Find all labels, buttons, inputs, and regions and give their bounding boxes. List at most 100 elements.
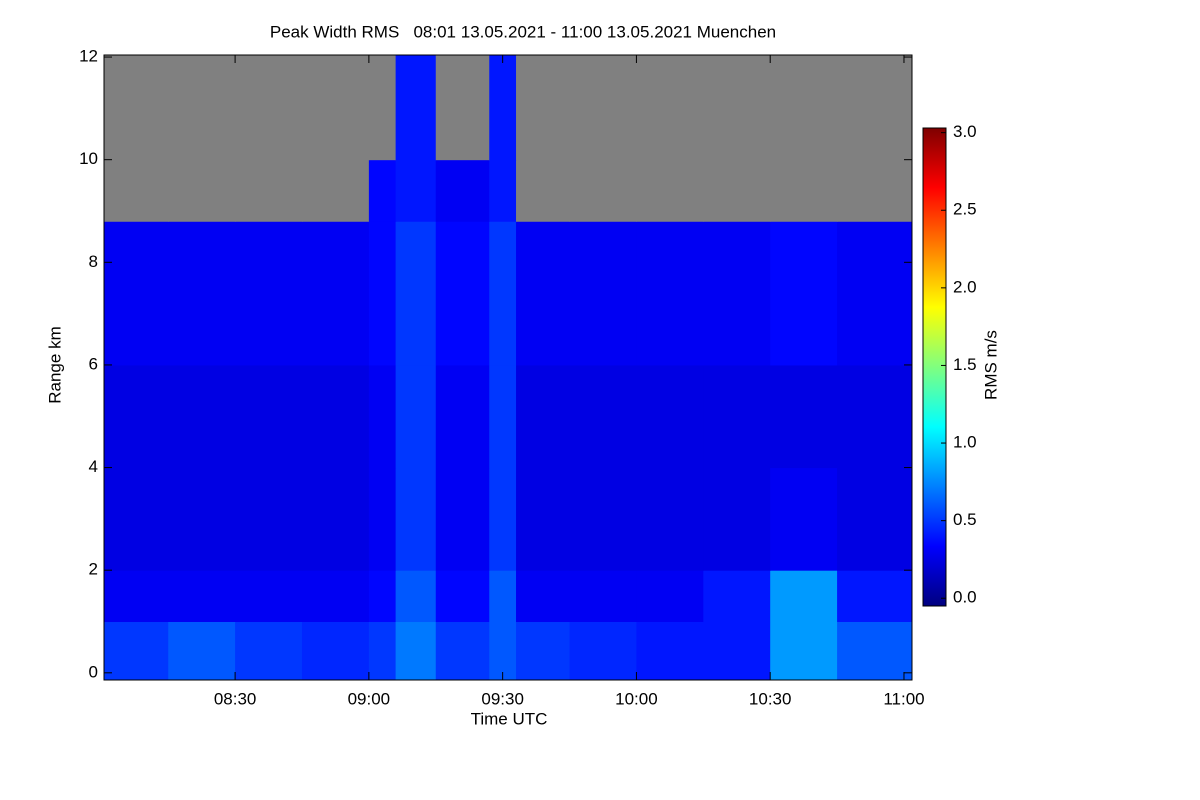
y-tick-label: 10: [79, 149, 98, 168]
heatmap-cell: [104, 221, 169, 366]
heatmap-cell: [489, 159, 517, 222]
heatmap-cell: [104, 467, 169, 571]
heatmap-cell: [569, 364, 637, 469]
heatmap-cell: [837, 221, 913, 366]
heatmap-cell: [301, 55, 370, 161]
heatmap-cell: [516, 55, 571, 161]
heatmap-cell: [395, 221, 437, 366]
heatmap-cell: [703, 621, 771, 681]
heatmap-cell: [569, 159, 637, 222]
y-tick-label: 4: [89, 457, 98, 476]
heatmap-cell: [703, 55, 771, 161]
heatmap-cell: [435, 570, 490, 623]
heatmap-cell: [770, 621, 838, 681]
heatmap-cell: [703, 570, 771, 623]
heatmap-cell: [301, 221, 370, 366]
heatmap-cell: [636, 467, 704, 571]
heatmap-cell: [636, 570, 704, 623]
colorbar: [922, 127, 947, 607]
heatmap-cell: [168, 570, 236, 623]
heatmap-cell: [435, 221, 490, 366]
heatmap-cell: [168, 621, 236, 681]
colorbar-tick-label: 1.5: [953, 355, 977, 374]
heatmap-cell: [395, 159, 437, 222]
heatmap-cell: [516, 467, 571, 571]
heatmap-cell: [104, 364, 169, 469]
x-tick-label: 09:30: [481, 689, 524, 708]
heatmap-cell: [516, 159, 571, 222]
heatmap-cell: [837, 55, 913, 161]
heatmap-cell: [368, 159, 397, 222]
heatmap-cell: [368, 570, 397, 623]
heatmap-cell: [435, 159, 490, 222]
heatmap-cell: [516, 570, 571, 623]
heatmap-cell: [770, 364, 838, 469]
heatmap-cell: [395, 467, 437, 571]
heatmap-cell: [569, 621, 637, 681]
heatmap-cell: [104, 55, 169, 161]
heatmap-cell: [168, 221, 236, 366]
heatmap-cell: [636, 221, 704, 366]
heatmap-cell: [235, 467, 303, 571]
heatmap-cell: [395, 621, 437, 681]
heatmap-cell: [235, 621, 303, 681]
heatmap-cell: [104, 621, 169, 681]
x-tick-label: 11:00: [883, 689, 924, 708]
heatmap-cell: [489, 467, 517, 571]
x-tick-label: 08:30: [214, 689, 257, 708]
heatmap-cell: [636, 621, 704, 681]
heatmap-cell: [770, 55, 838, 161]
heatmap-cell: [770, 467, 838, 571]
heatmap-cell: [569, 55, 637, 161]
colorbar-tick-label: 3.0: [953, 122, 977, 141]
heatmap-cell: [636, 364, 704, 469]
heatmap-cell: [235, 159, 303, 222]
heatmap-cell: [770, 159, 838, 222]
colorbar-tick-label: 2.5: [953, 200, 977, 219]
heatmap-cell: [569, 221, 637, 366]
heatmap-cell: [368, 364, 397, 469]
y-tick-label: 8: [89, 252, 98, 271]
heatmap-cell: [703, 159, 771, 222]
heatmap-cell: [770, 221, 838, 366]
plot-frame: [103, 54, 913, 681]
y-tick-label: 12: [79, 47, 98, 66]
heatmap-cell: [368, 221, 397, 366]
heatmap-cell: [516, 221, 571, 366]
heatmap-cell: [489, 55, 517, 161]
heatmap-cell: [235, 364, 303, 469]
x-tick-label: 09:00: [348, 689, 391, 708]
heatmap-cell: [168, 467, 236, 571]
heatmap-cell: [516, 621, 571, 681]
heatmap-cell: [301, 364, 370, 469]
x-axis-label: Time UTC: [471, 709, 548, 728]
heatmap-cell: [837, 364, 913, 469]
heatmap-cell: [636, 159, 704, 222]
heatmap-cell: [301, 570, 370, 623]
heatmap-cell: [770, 570, 838, 623]
heatmap-cell: [489, 621, 517, 681]
colorbar-label: RMS m/s: [981, 330, 1000, 400]
heatmap-cell: [301, 467, 370, 571]
heatmap-cell: [489, 570, 517, 623]
colorbar-tick-label: 0.5: [953, 510, 977, 529]
heatmap-cell: [104, 570, 169, 623]
heatmap-cell: [395, 364, 437, 469]
colorbar-tick-label: 0.0: [953, 588, 977, 607]
heatmap-cell: [368, 55, 397, 161]
colorbar-tick-label: 2.0: [953, 277, 977, 296]
heatmap-cell: [489, 364, 517, 469]
heatmap-cell: [569, 467, 637, 571]
heatmap-cell: [235, 570, 303, 623]
y-tick-label: 2: [89, 560, 98, 579]
heatmap-cell: [703, 364, 771, 469]
heatmap-cell: [435, 621, 490, 681]
heatmap-cell: [569, 570, 637, 623]
heatmap-cell: [837, 570, 913, 623]
x-tick-label: 10:00: [615, 689, 658, 708]
heatmap-cell: [301, 621, 370, 681]
heatmap-cell: [235, 55, 303, 161]
heatmap-cell: [837, 467, 913, 571]
x-tick-label: 10:30: [749, 689, 792, 708]
heatmap-cell: [516, 364, 571, 469]
